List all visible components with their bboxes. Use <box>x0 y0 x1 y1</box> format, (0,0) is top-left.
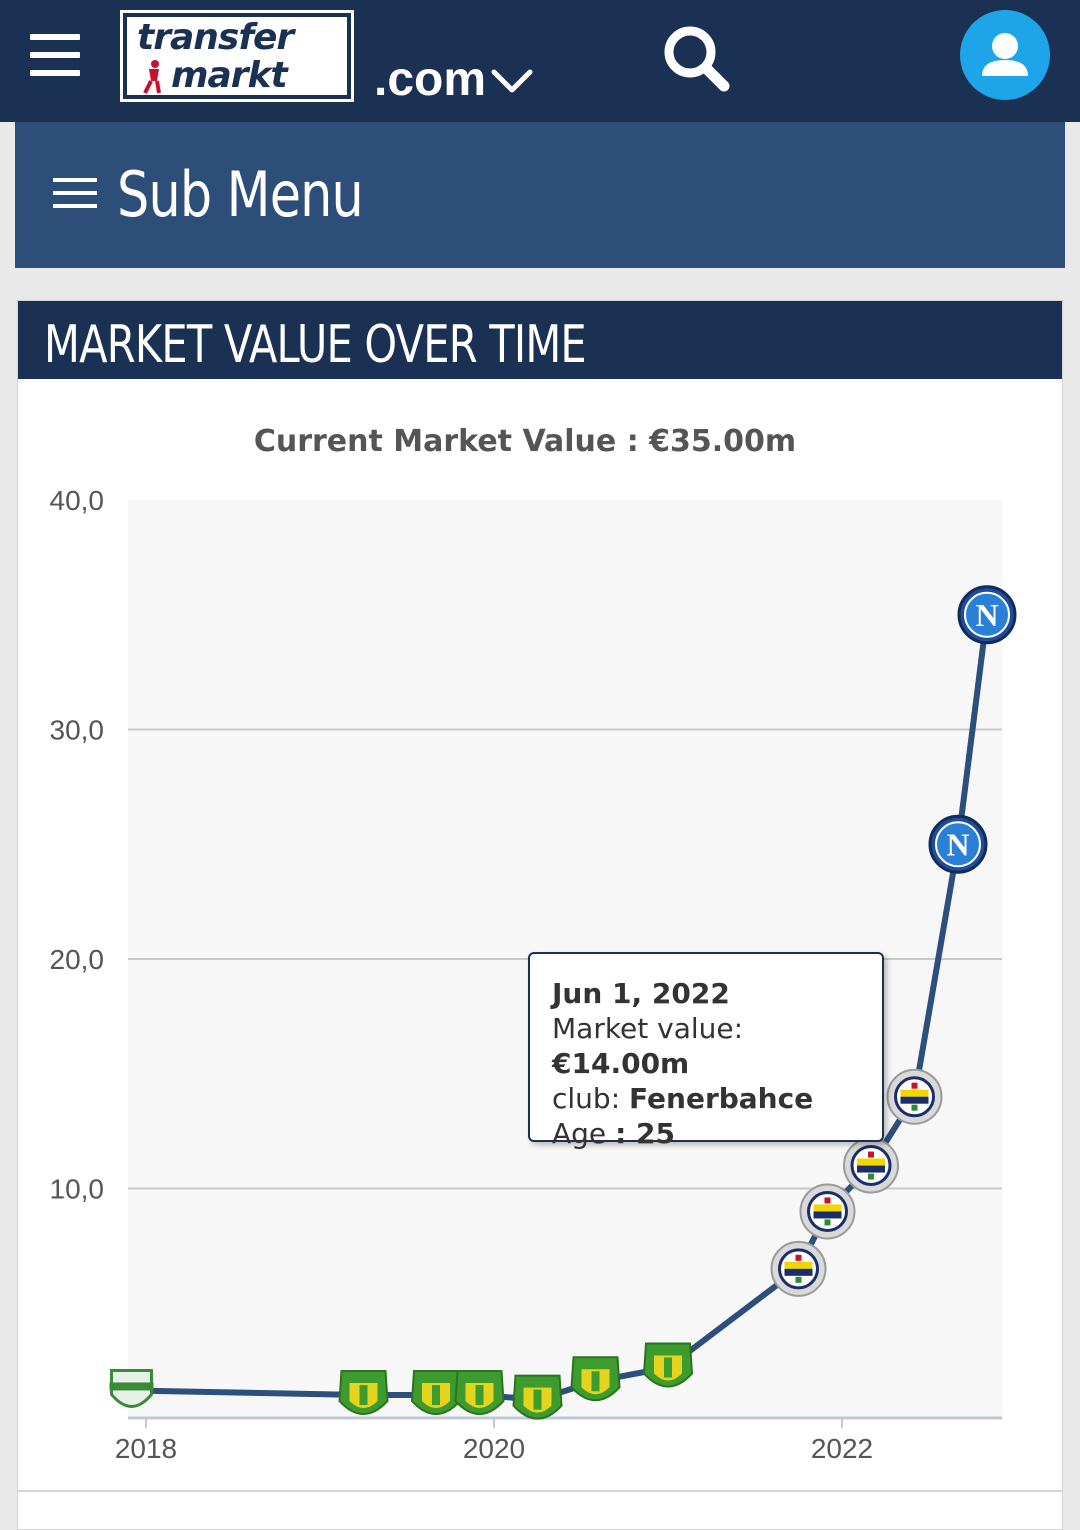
submenu-bar[interactable]: Sub Menu <box>15 122 1065 268</box>
user-avatar-button[interactable] <box>960 10 1050 100</box>
panel-title: MARKET VALUE OVER TIME <box>44 315 587 375</box>
data-point-fenerbahce[interactable] <box>799 1183 856 1240</box>
logo-player-icon <box>143 60 161 94</box>
hamburger-icon[interactable] <box>30 34 80 76</box>
tooltip-club: Fenerbahce <box>629 1082 814 1115</box>
tooltip-age-label: Age <box>552 1117 607 1150</box>
svg-text:N: N <box>946 826 969 862</box>
data-point-fenerbahce[interactable] <box>843 1137 899 1194</box>
tooltip-date: Jun 1, 2022 <box>552 977 730 1010</box>
data-point-fenerbahce[interactable] <box>770 1240 827 1297</box>
data-point-crest-yellow[interactable] <box>410 1370 462 1416</box>
x-tick-label: 2022 <box>811 1433 873 1464</box>
logo-text-bottom: markt <box>171 55 288 96</box>
x-tick-label: 2018 <box>115 1433 177 1464</box>
data-point-crest-yellow[interactable] <box>512 1374 563 1420</box>
tooltip-value-label: Market value: <box>552 1012 744 1045</box>
y-tick-label: 40,0 <box>50 485 105 516</box>
data-point-napoli[interactable]: N <box>928 814 988 874</box>
chevron-down-icon[interactable] <box>490 60 534 100</box>
y-tick-label: 30,0 <box>50 715 105 746</box>
panel-header: MARKET VALUE OVER TIME <box>18 301 1062 379</box>
top-navbar: transfer markt .com <box>0 0 1080 122</box>
data-point-crest-yellow[interactable] <box>454 1370 505 1416</box>
svg-text:N: N <box>975 597 998 633</box>
y-tick-label: 10,0 <box>50 1174 105 1205</box>
chart-title: Current Market Value : €35.00m <box>253 424 797 459</box>
data-point-crest-yellow[interactable] <box>338 1370 389 1416</box>
data-point-fenerbahce[interactable] <box>886 1068 943 1125</box>
domain-label[interactable]: .com <box>374 53 487 106</box>
logo-text-top: transfer <box>137 17 294 58</box>
data-point-napoli[interactable]: N <box>957 585 1017 645</box>
data-point-crest-yellow[interactable] <box>642 1342 694 1388</box>
site-logo[interactable]: transfer markt <box>120 10 354 102</box>
search-icon[interactable] <box>662 24 732 94</box>
menu-icon <box>53 176 97 210</box>
tooltip-club-label: club: <box>552 1082 630 1115</box>
chart-tooltip: Jun 1, 2022 Market value: €14.00m club: … <box>528 952 884 1150</box>
data-point-crest-green[interactable] <box>109 1368 154 1408</box>
tooltip-age: : 25 <box>615 1117 675 1150</box>
y-tick-label: 20,0 <box>50 944 105 975</box>
x-tick-label: 2020 <box>463 1433 525 1464</box>
submenu-label: Sub Menu <box>117 158 364 231</box>
data-point-crest-yellow[interactable] <box>570 1356 621 1402</box>
panel-divider <box>18 1490 1062 1492</box>
user-icon <box>982 33 1028 76</box>
tooltip-value: €14.00m <box>552 1047 690 1080</box>
